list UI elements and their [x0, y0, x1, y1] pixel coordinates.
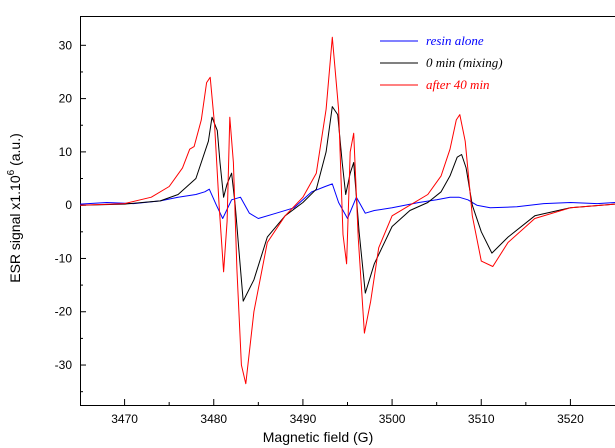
x-tick-label-3470: 3470: [111, 412, 138, 426]
y-axis-title: ESR signal x1.106 (a.u.): [6, 133, 23, 283]
y-tick-label-0: 0: [65, 198, 72, 212]
y-tick-label-20: 20: [59, 92, 73, 106]
series-layer: [79, 36, 615, 385]
y-axis-title-tail: (a.u.): [7, 133, 23, 170]
y-tick-label-30: 30: [59, 38, 73, 52]
legend-label-1: 0 min (mixing): [426, 55, 503, 70]
series-line-after-40-min: [79, 36, 615, 385]
x-tick-label-3480: 3480: [200, 412, 227, 426]
y-tick-label-10: 10: [59, 145, 73, 159]
x-axis-title: Magnetic field (G): [263, 429, 373, 445]
x-axis: 3470 3480 3490 3500 3510 3520: [111, 399, 584, 426]
x-tick-label-3520: 3520: [557, 412, 584, 426]
y-tick-label--30: -30: [55, 358, 73, 372]
x-tick-label-3490: 3490: [290, 412, 317, 426]
y-axis-title-main: ESR signal x1.10: [7, 175, 23, 283]
series-line-0-min-mixing-: [79, 106, 615, 302]
y-axis-title-sup: 6: [6, 169, 17, 175]
x-tick-label-3510: 3510: [468, 412, 495, 426]
legend: resin alone 0 min (mixing) after 40 min: [380, 33, 503, 92]
y-tick-label--20: -20: [55, 305, 73, 319]
y-axis: 30 20 10 0 -10 -20 -30: [55, 38, 86, 393]
plot-area-frame: [80, 16, 615, 406]
legend-label-2: after 40 min: [426, 77, 490, 92]
series-line-resin-alone: [79, 183, 615, 219]
legend-label-0: resin alone: [426, 33, 484, 48]
y-tick-label--10: -10: [55, 251, 73, 265]
x-tick-label-3500: 3500: [379, 412, 406, 426]
